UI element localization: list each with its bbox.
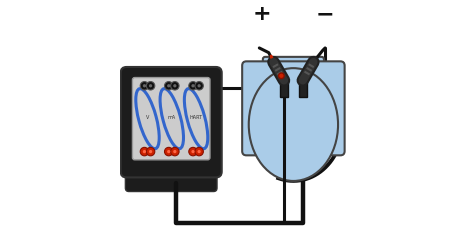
- Circle shape: [143, 150, 146, 153]
- Circle shape: [195, 82, 203, 90]
- Circle shape: [189, 147, 197, 156]
- Circle shape: [191, 150, 195, 153]
- Circle shape: [146, 82, 155, 90]
- Circle shape: [167, 150, 170, 153]
- Circle shape: [279, 73, 284, 79]
- Circle shape: [189, 82, 197, 90]
- Circle shape: [195, 147, 203, 156]
- Circle shape: [167, 84, 170, 87]
- FancyBboxPatch shape: [126, 161, 217, 192]
- FancyBboxPatch shape: [282, 145, 305, 164]
- Text: mA: mA: [168, 115, 176, 120]
- FancyBboxPatch shape: [121, 67, 222, 177]
- Circle shape: [164, 82, 173, 90]
- Circle shape: [173, 84, 176, 87]
- Circle shape: [173, 150, 176, 153]
- Text: −: −: [316, 4, 335, 24]
- Circle shape: [149, 84, 152, 87]
- Circle shape: [171, 147, 179, 156]
- FancyBboxPatch shape: [299, 80, 307, 97]
- Circle shape: [171, 82, 179, 90]
- Circle shape: [198, 84, 201, 87]
- FancyBboxPatch shape: [280, 80, 288, 97]
- FancyBboxPatch shape: [242, 61, 345, 155]
- Circle shape: [191, 84, 195, 87]
- Circle shape: [140, 147, 149, 156]
- Circle shape: [140, 82, 149, 90]
- Text: V: V: [146, 115, 149, 120]
- Circle shape: [198, 150, 201, 153]
- Text: −: −: [299, 75, 306, 84]
- Circle shape: [164, 147, 173, 156]
- FancyBboxPatch shape: [263, 57, 324, 102]
- Circle shape: [146, 147, 155, 156]
- Text: +: +: [252, 4, 271, 24]
- Ellipse shape: [249, 68, 338, 181]
- FancyBboxPatch shape: [132, 78, 210, 160]
- Circle shape: [149, 150, 152, 153]
- Text: +: +: [281, 75, 287, 84]
- Text: HART: HART: [190, 115, 202, 120]
- Circle shape: [143, 84, 146, 87]
